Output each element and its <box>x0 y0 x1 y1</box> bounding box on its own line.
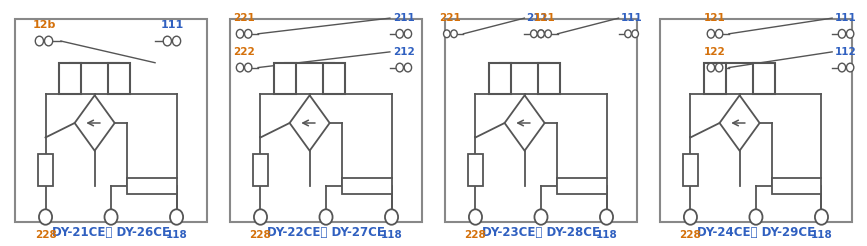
Circle shape <box>396 30 403 38</box>
Bar <box>127 178 177 194</box>
Circle shape <box>36 36 43 46</box>
Bar <box>253 154 268 186</box>
Circle shape <box>451 30 457 38</box>
Text: 111: 111 <box>160 20 184 30</box>
Bar <box>683 154 698 186</box>
Circle shape <box>715 30 723 38</box>
Circle shape <box>715 63 723 72</box>
Bar <box>342 178 392 194</box>
Bar <box>557 178 607 194</box>
Polygon shape <box>720 95 759 151</box>
Bar <box>15 19 207 222</box>
Text: 212: 212 <box>393 47 414 57</box>
Circle shape <box>444 30 450 38</box>
Circle shape <box>707 30 714 38</box>
Circle shape <box>244 30 252 38</box>
Circle shape <box>44 36 53 46</box>
Text: 118: 118 <box>596 230 617 240</box>
Circle shape <box>749 209 762 225</box>
Circle shape <box>846 63 854 72</box>
Polygon shape <box>290 95 329 151</box>
Circle shape <box>538 30 544 38</box>
Text: 112: 112 <box>835 47 857 57</box>
Bar <box>59 63 81 94</box>
Circle shape <box>385 209 398 225</box>
Bar <box>108 63 131 94</box>
Bar <box>274 63 297 94</box>
Circle shape <box>396 63 403 72</box>
Text: 118: 118 <box>166 230 187 240</box>
Text: DY-24CE， DY-29CE: DY-24CE， DY-29CE <box>697 226 815 239</box>
Circle shape <box>632 30 638 38</box>
Circle shape <box>173 36 180 46</box>
Circle shape <box>534 209 548 225</box>
Bar <box>772 178 821 194</box>
Text: 12b: 12b <box>32 20 55 30</box>
Polygon shape <box>505 95 544 151</box>
Bar <box>538 63 560 94</box>
Text: DY-23CE， DY-28CE: DY-23CE， DY-28CE <box>482 226 600 239</box>
Text: 111: 111 <box>835 13 857 23</box>
Bar <box>753 63 775 94</box>
Text: 228: 228 <box>465 230 486 240</box>
Text: 111: 111 <box>621 13 642 23</box>
Text: 121: 121 <box>704 13 726 23</box>
Circle shape <box>544 30 551 38</box>
Bar <box>323 63 345 94</box>
Text: 228: 228 <box>250 230 271 240</box>
Text: 228: 228 <box>35 230 56 240</box>
Circle shape <box>838 63 845 72</box>
Circle shape <box>237 30 244 38</box>
Bar <box>660 19 852 222</box>
Text: 222: 222 <box>233 47 255 57</box>
Text: 118: 118 <box>381 230 402 240</box>
Text: 121: 121 <box>534 13 556 23</box>
Text: 122: 122 <box>704 47 726 57</box>
Polygon shape <box>75 95 114 151</box>
Circle shape <box>170 209 183 225</box>
Bar <box>489 63 512 94</box>
Text: 221: 221 <box>233 13 255 23</box>
Circle shape <box>105 209 118 225</box>
Text: 211: 211 <box>526 13 548 23</box>
Circle shape <box>625 30 631 38</box>
Bar <box>445 19 637 222</box>
Circle shape <box>39 209 52 225</box>
Circle shape <box>684 209 697 225</box>
Text: DY-21CE， DY-26CE: DY-21CE， DY-26CE <box>52 226 170 239</box>
Text: 221: 221 <box>440 13 461 23</box>
Bar <box>38 154 53 186</box>
Circle shape <box>846 30 854 38</box>
Circle shape <box>319 209 333 225</box>
Circle shape <box>469 209 482 225</box>
Circle shape <box>237 63 244 72</box>
Circle shape <box>707 63 714 72</box>
Bar <box>704 63 727 94</box>
Text: 118: 118 <box>811 230 832 240</box>
Text: 211: 211 <box>393 13 414 23</box>
Bar <box>230 19 422 222</box>
Circle shape <box>538 30 544 38</box>
Bar <box>468 154 483 186</box>
Circle shape <box>404 30 412 38</box>
Circle shape <box>838 30 845 38</box>
Text: DY-22CE， DY-27CE: DY-22CE， DY-27CE <box>267 226 385 239</box>
Circle shape <box>254 209 267 225</box>
Circle shape <box>531 30 537 38</box>
Circle shape <box>244 63 252 72</box>
Circle shape <box>163 36 172 46</box>
Circle shape <box>600 209 613 225</box>
Circle shape <box>404 63 412 72</box>
Circle shape <box>815 209 828 225</box>
Text: 228: 228 <box>680 230 701 240</box>
